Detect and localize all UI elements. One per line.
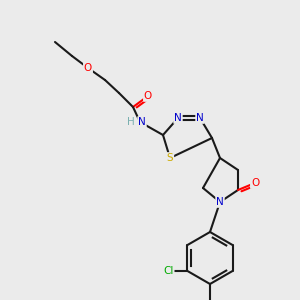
Text: N: N <box>196 113 204 123</box>
Text: H: H <box>127 117 135 127</box>
Text: O: O <box>251 178 259 188</box>
Text: Cl: Cl <box>163 266 174 276</box>
Text: O: O <box>144 91 152 101</box>
Text: N: N <box>216 197 224 207</box>
Text: N: N <box>174 113 182 123</box>
Text: O: O <box>84 63 92 73</box>
Text: S: S <box>167 153 173 163</box>
Text: N: N <box>138 117 146 127</box>
